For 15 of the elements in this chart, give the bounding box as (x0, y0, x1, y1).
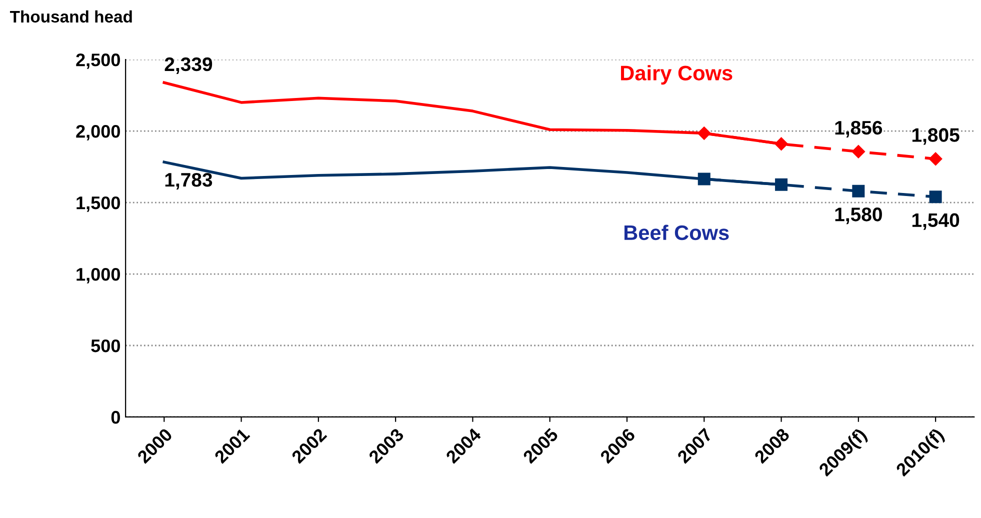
data-label: 1,783 (165, 172, 212, 190)
y-axis-title: Thousand head (10, 10, 132, 23)
y-tick-label: 0 (111, 410, 120, 424)
y-tick-label: 2,000 (76, 124, 120, 140)
y-tick-label: 1,000 (76, 268, 120, 284)
data-label: 1,580 (835, 208, 882, 224)
data-label: 1,805 (912, 128, 960, 145)
data-label: 2,339 (164, 57, 212, 74)
data-label: 1,856 (835, 120, 882, 138)
y-tick-label: 1,500 (76, 196, 120, 212)
y-tick-label: 500 (91, 339, 120, 352)
data-label: 1,540 (912, 213, 960, 230)
text: Beef Cows (624, 224, 729, 240)
y-tick-label: 2,500 (76, 54, 120, 69)
text: Dairy Cows (621, 65, 732, 85)
